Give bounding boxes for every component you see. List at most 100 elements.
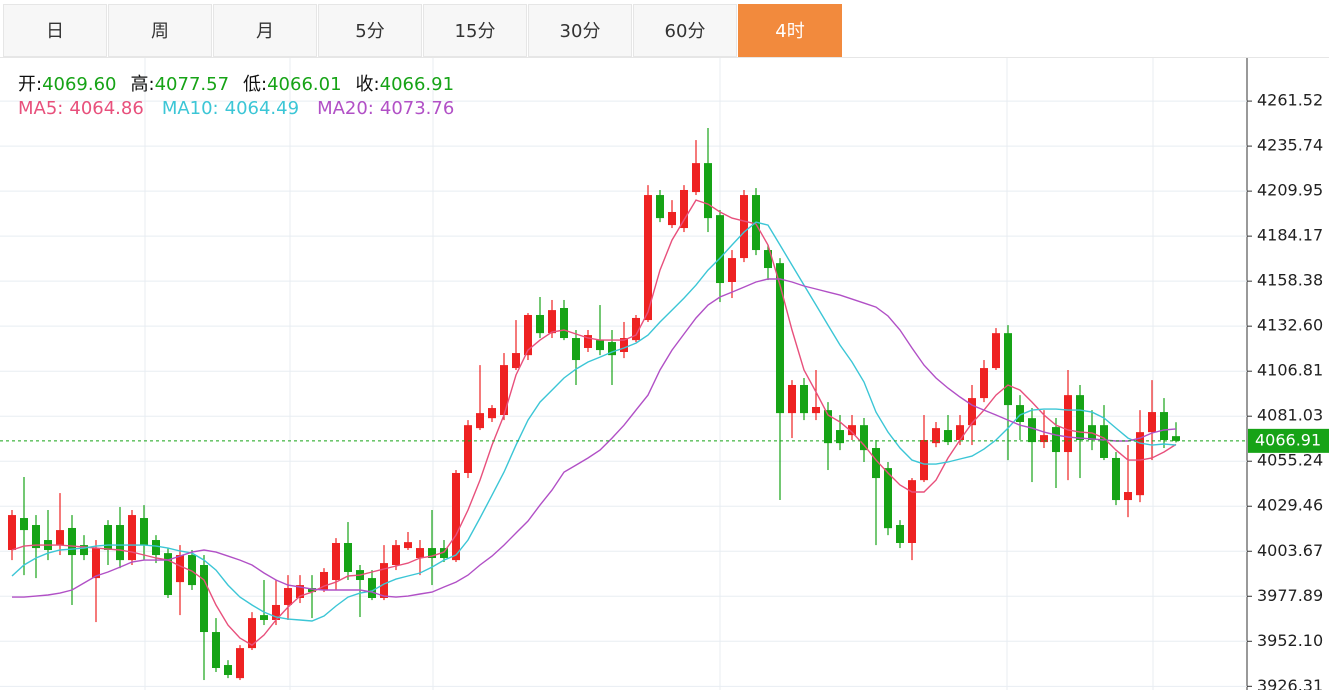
candle-body xyxy=(320,571,328,590)
period-tab[interactable]: 4时 xyxy=(738,4,842,57)
period-tab[interactable]: 60分 xyxy=(633,4,737,57)
candle-body xyxy=(980,368,988,399)
candle-body xyxy=(248,618,256,649)
legend-name: MA5: xyxy=(18,98,64,119)
candle-body xyxy=(740,195,748,259)
candle-body xyxy=(932,428,940,444)
candle-body xyxy=(1160,412,1168,440)
info-value: 4066.01 xyxy=(267,74,342,95)
candle-body xyxy=(572,338,580,361)
period-tab[interactable]: 5分 xyxy=(318,4,422,57)
legend-value: 4073.76 xyxy=(379,98,455,119)
candle-body xyxy=(308,588,316,593)
candle-body xyxy=(704,163,712,219)
candle-body xyxy=(524,314,532,356)
candle-body xyxy=(8,515,16,550)
ma-line xyxy=(12,278,1177,598)
y-tick-label: 4003.67 xyxy=(1257,541,1323,560)
y-tick-label: 4209.95 xyxy=(1257,181,1323,200)
candle-body xyxy=(188,555,196,586)
legend-value: 4064.86 xyxy=(69,98,144,119)
vertical-grid xyxy=(144,58,1154,690)
candle-body xyxy=(668,211,676,226)
y-tick-label: 4235.74 xyxy=(1257,136,1323,155)
candle-body xyxy=(416,548,424,559)
candle-body xyxy=(380,563,388,598)
candle-body xyxy=(32,525,40,549)
candle-body xyxy=(848,425,856,436)
info-value: 4077.57 xyxy=(154,74,230,95)
candle-body xyxy=(1040,435,1048,443)
period-tabs: 日周月 5分 15分 30分 60分 4时 xyxy=(0,0,1329,58)
period-tab[interactable]: 周 xyxy=(108,4,212,57)
candle-body xyxy=(512,353,520,369)
candle-body xyxy=(728,258,736,282)
candle-body xyxy=(548,310,556,334)
candle-body xyxy=(368,578,376,598)
ma-legend: MA5: 4064.86 MA10: 4064.49 MA20: 4073.76 xyxy=(18,98,472,119)
candle-body xyxy=(956,425,964,440)
y-tick-label: 3952.10 xyxy=(1257,631,1323,650)
candle-body xyxy=(1100,425,1108,458)
candle-body xyxy=(56,530,64,546)
period-tab[interactable]: 30分 xyxy=(528,4,632,57)
y-tick-label: 4261.52 xyxy=(1257,91,1323,110)
candle-body xyxy=(1028,418,1036,443)
candle-body xyxy=(332,542,340,581)
candle-body xyxy=(968,398,976,426)
candle-body xyxy=(116,525,124,561)
y-tick-label: 4184.17 xyxy=(1257,226,1323,245)
info-label: 低: xyxy=(243,74,268,95)
candle-body xyxy=(128,515,136,561)
info-value: 4066.91 xyxy=(379,74,455,95)
candle-body xyxy=(620,338,628,353)
candle-body xyxy=(404,542,412,549)
price-tag-label: 4066.91 xyxy=(1255,430,1321,449)
period-tab[interactable]: 15分 xyxy=(423,4,527,57)
candle-body xyxy=(344,542,352,572)
legend-value: 4064.49 xyxy=(224,98,300,119)
y-tick-label: 3926.31 xyxy=(1257,676,1323,690)
period-tab[interactable]: 日 xyxy=(3,4,107,57)
y-tick-label: 3977.89 xyxy=(1257,586,1323,605)
candle-body xyxy=(212,632,220,669)
ma-line xyxy=(11,221,1177,622)
candle-body xyxy=(692,163,700,193)
candle-body xyxy=(1136,432,1144,496)
candle-body xyxy=(500,365,508,416)
candle-body xyxy=(1172,436,1180,441)
y-tick-label: 4106.81 xyxy=(1257,361,1323,380)
candle-body xyxy=(284,588,292,605)
candle-body xyxy=(1016,405,1024,423)
candle-body xyxy=(92,548,100,579)
candle-body xyxy=(152,540,160,556)
candle-body xyxy=(224,665,232,675)
candle-body xyxy=(596,340,604,351)
candle-body xyxy=(80,545,88,556)
y-tick-label: 4132.60 xyxy=(1257,316,1323,335)
candle-body xyxy=(236,648,244,679)
candle-body xyxy=(884,468,892,529)
candle-body xyxy=(1112,457,1120,501)
candle-body xyxy=(632,317,640,341)
candle-body xyxy=(1004,333,1012,406)
y-tick-label: 4081.03 xyxy=(1257,406,1323,425)
candle-body xyxy=(560,308,568,339)
period-tab[interactable]: 月 xyxy=(213,4,317,57)
candle-body xyxy=(860,425,868,451)
y-tick-label: 4055.24 xyxy=(1257,451,1323,470)
candle-body xyxy=(536,314,544,334)
candle-body xyxy=(164,553,172,596)
candle-body xyxy=(68,527,76,556)
candle-body xyxy=(776,263,784,414)
ma-line xyxy=(11,199,1177,646)
legend-name: MA20: xyxy=(317,98,374,119)
candle-body xyxy=(176,555,184,583)
info-value: 4069.60 xyxy=(42,74,117,95)
candle-body xyxy=(1076,395,1084,440)
candle-body xyxy=(812,406,820,414)
candle-body xyxy=(104,525,112,550)
candle-body xyxy=(716,215,724,284)
candle-body xyxy=(872,448,880,479)
